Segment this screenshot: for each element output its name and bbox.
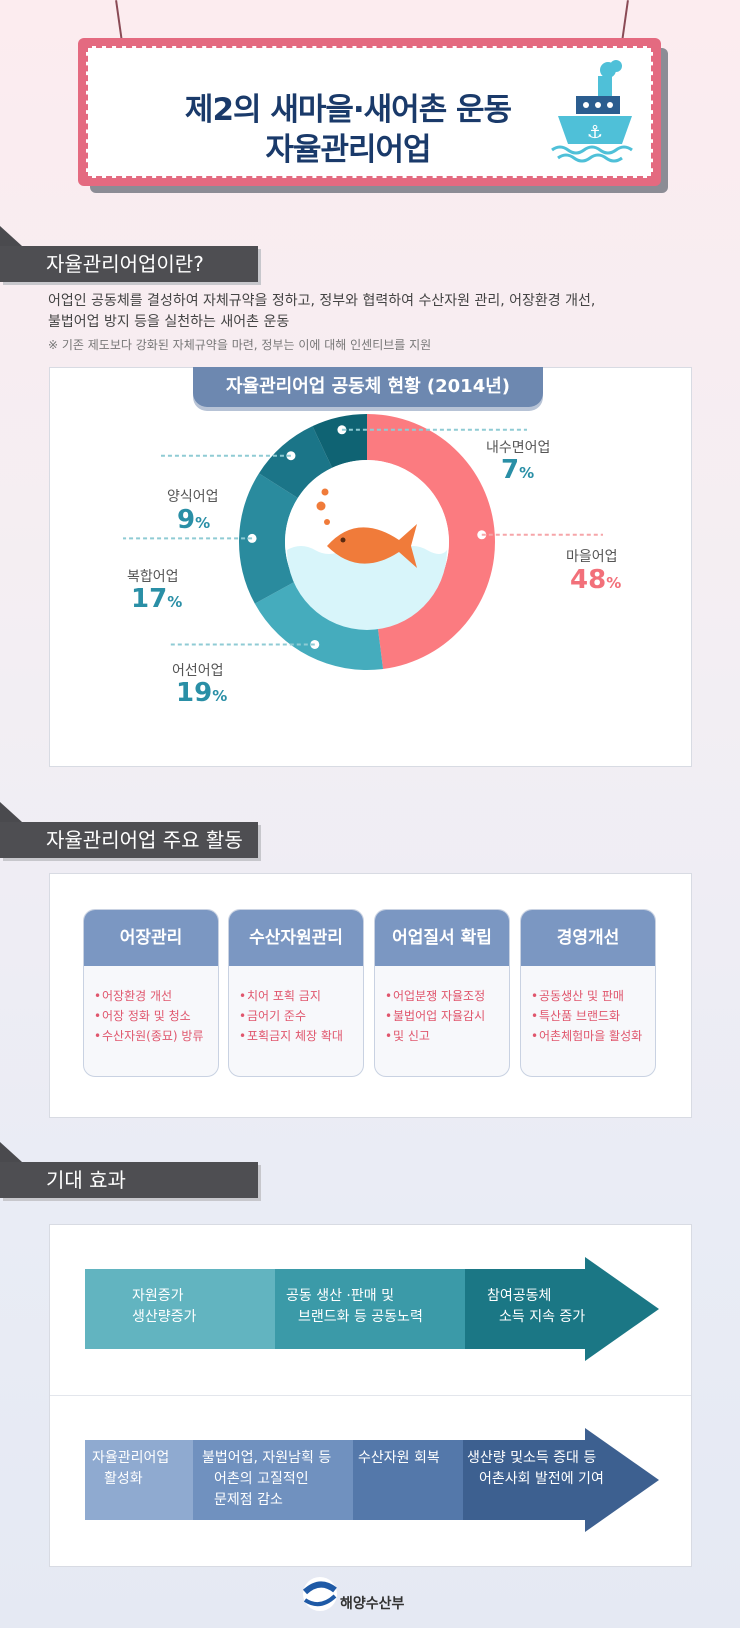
slice-label-value: 48% xyxy=(570,565,622,595)
intro-description-line2: 불법어업 방지 등을 실천하는 새어촌 운동 xyxy=(48,314,290,330)
activity-card-title: 경영개선 xyxy=(521,910,655,966)
activity-item: 수산자원(종묘) 방류 xyxy=(94,1026,210,1046)
ministry-name: 해양수산부 xyxy=(340,1596,405,1612)
intro-description-line1: 어업인 공동체를 결성하여 자체규약을 정하고, 정부와 협력하여 수산자원 관… xyxy=(48,293,596,309)
page-title: 제2의 새마을·새어촌 운동 xyxy=(184,92,512,128)
slice-label-name: 내수면어업 xyxy=(486,440,551,456)
svg-text:⚓: ⚓ xyxy=(587,122,603,143)
section-header-intro: 자율관리어업이란? xyxy=(0,246,258,282)
effect-text: 수산자원 회복 xyxy=(358,1450,440,1466)
title-card: 제2의 새마을·새어촌 운동 자율관리어업 ⚓ xyxy=(78,38,661,186)
bubble xyxy=(324,519,330,525)
section-corner xyxy=(0,802,22,822)
section-corner xyxy=(0,226,22,246)
activity-item: 어장 정화 및 청소 xyxy=(94,1006,210,1026)
effect-text: 공동 생산 ·판매 및 브랜드화 등 공동노력 xyxy=(286,1288,423,1325)
effect-text: 자원증가 생산량증가 xyxy=(132,1288,197,1325)
effects-divider xyxy=(50,1395,691,1396)
page-subtitle: 자율관리어업 xyxy=(265,132,431,168)
bubble xyxy=(316,501,326,511)
water-wave xyxy=(287,546,447,630)
activity-card-title: 수산자원관리 xyxy=(229,910,363,966)
activity-card: 어장관리 어장환경 개선 어장 정화 및 청소 수산자원(종묘) 방류 xyxy=(83,909,219,1077)
donut-slice xyxy=(258,426,333,499)
donut-slice xyxy=(367,414,496,669)
section-header-activities: 자율관리어업 주요 활동 xyxy=(0,822,258,858)
slice-label-value: 19% xyxy=(176,678,228,708)
activity-item: 공동생산 및 판매 xyxy=(531,986,647,1006)
bubble xyxy=(321,488,329,496)
activity-card-title: 어업질서 확립 xyxy=(375,910,509,966)
activity-item: 치어 포획 금지 xyxy=(239,986,355,1006)
donut-slice xyxy=(239,473,298,604)
fish-eye xyxy=(340,537,346,543)
activity-item: 어촌체험마을 활성화 xyxy=(531,1026,647,1046)
slice-label-value: 7% xyxy=(501,455,535,485)
activity-item: 불법어업 자율감시 xyxy=(385,1006,501,1026)
activity-item: 포획금지 체장 확대 xyxy=(239,1026,355,1046)
slice-leader-dot xyxy=(286,451,296,461)
effect-text: 참여공동체 소득 지속 증가 xyxy=(487,1288,586,1325)
activity-item: 어업분쟁 자율조정 xyxy=(385,986,501,1006)
effect-text: 불법어업, 자원남획 등 어촌의 고질적인 문제점 감소 xyxy=(202,1450,332,1508)
fish-icon xyxy=(327,524,417,568)
activity-card: 어업질서 확립 어업분쟁 자율조정 불법어업 자율감시 및 신고 xyxy=(374,909,510,1077)
slice-label-value: 17% xyxy=(131,584,183,614)
activity-item: 및 신고 xyxy=(385,1026,501,1046)
effect-text: 생산량 및소득 증대 등 어촌사회 발전에 기여 xyxy=(467,1450,604,1487)
hanging-string-right xyxy=(621,0,629,42)
activity-item: 어장환경 개선 xyxy=(94,986,210,1006)
slice-label-name: 어선어업 xyxy=(172,663,224,679)
hanging-string-left xyxy=(115,0,123,42)
slice-label-name: 복합어업 xyxy=(127,569,179,585)
donut-slice xyxy=(312,414,367,468)
activity-card-title: 어장관리 xyxy=(84,910,218,966)
effect-text: 자율관리어업 활성화 xyxy=(92,1450,170,1487)
slice-label-name: 양식어업 xyxy=(167,489,219,505)
section-header-effects: 기대 효과 xyxy=(0,1162,258,1198)
slice-leader-dot xyxy=(247,533,257,543)
ship-icon: ⚓ xyxy=(551,60,633,163)
slice-label-name: 마을어업 xyxy=(566,549,618,565)
effect-arrow-top xyxy=(85,1257,659,1361)
effect-arrow-bottom xyxy=(85,1428,659,1532)
activity-card: 수산자원관리 치어 포획 금지 금어기 준수 포획금지 체장 확대 xyxy=(228,909,364,1077)
section-corner xyxy=(0,1142,22,1162)
ministry-logo-icon xyxy=(302,1577,337,1611)
activity-item: 금어기 준수 xyxy=(239,1006,355,1026)
donut-chart xyxy=(123,414,603,670)
slice-label-value: 9% xyxy=(177,505,211,535)
donut-slice xyxy=(254,581,384,670)
chart-title: 자율관리어업 공동체 현황 (2014년) xyxy=(193,367,543,407)
intro-note: ※ 기존 제도보다 강화된 자체규약을 마련, 정부는 이에 대해 인센티브를 … xyxy=(48,338,432,352)
activity-item: 특산품 브랜드화 xyxy=(531,1006,647,1026)
activity-card: 경영개선 공동생산 및 판매 특산품 브랜드화 어촌체험마을 활성화 xyxy=(520,909,656,1077)
